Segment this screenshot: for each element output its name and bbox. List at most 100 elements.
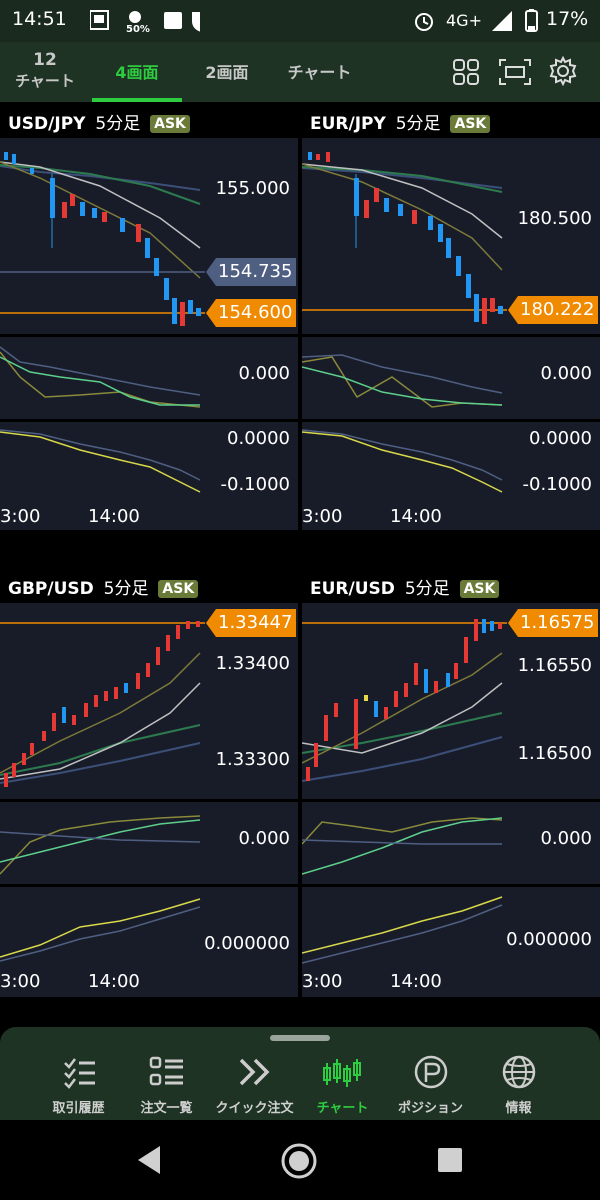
grid-layout-icon[interactable] [452,58,480,86]
chart-panel-eurjpy[interactable]: EUR/JPY 5分足 ASK [302,102,600,530]
chart-panel-eurusd[interactable]: EUR/USD 5分足 ASK [302,567,600,997]
battery-saver-label: 50% [126,24,150,35]
price-pane[interactable]: 180.500 180.222 [302,138,600,334]
price-pane[interactable]: 155.000 154.735 154.600 [0,138,298,334]
nav-label: 注文一覧 [140,1101,193,1116]
indicator-pane-1[interactable]: 0.000 [0,802,298,884]
system-navigation-bar [0,1120,600,1200]
time-axis-label: 3:00 [302,506,343,527]
price-tag: 154.735 [206,258,297,286]
ask-badge: ASK [459,580,500,598]
drag-handle[interactable] [270,1035,330,1041]
price-axis-label: 1.33300 [215,749,290,770]
status-time: 14:51 [12,8,67,30]
ask-badge: ASK [158,580,199,598]
active-tab-indicator [92,98,182,102]
order-list-icon [149,1056,183,1086]
current-price-tag: 180.222 [508,296,599,324]
chart-panel-gbpusd[interactable]: GBP/USD 5分足 ASK [0,567,298,997]
nav-info[interactable]: 情報 [476,1055,561,1116]
nav-order-list[interactable]: 注文一覧 [124,1055,209,1116]
screenshot-icon[interactable] [498,58,532,86]
nav-trade-history[interactable]: 取引履歴 [36,1055,121,1116]
candlestick-chart [302,152,507,324]
indicator-chart-1 [302,817,503,875]
pair-title: EUR/USD 5分足 ASK [310,574,500,599]
pair-title: GBP/USD 5分足 ASK [8,574,199,599]
indicator-axis-label: 0.000000 [506,929,592,950]
timeframe-label: 5分足 [395,114,441,134]
indicator-chart-2 [0,429,201,493]
nav-position[interactable]: ポジション [388,1055,473,1116]
indicator-pane-2[interactable]: 0.0000 -0.1000 3:00 14:00 [0,422,298,530]
home-icon[interactable] [280,1142,318,1180]
nav-label: クイック注文 [215,1101,294,1116]
indicator-axis-label: 0.000 [540,828,592,849]
indicator-chart-1 [302,354,503,408]
chart-panel-usdjpy[interactable]: USD/JPY 5分足 ASK [0,102,298,530]
indicator-axis-label: 0.000000 [204,933,290,954]
indicator-pane-2[interactable]: 0.000000 3:00 14:00 [302,887,600,997]
recents-icon[interactable] [436,1146,464,1174]
tab-chart-12[interactable]: 12 チャート [0,42,90,102]
candles [4,152,201,326]
price-axis-label: 155.000 [215,178,290,199]
network-type: 4G+ [446,11,482,30]
trade-history-icon [63,1058,95,1089]
timeframe-label: 5分足 [404,579,450,599]
timeframe-label: 5分足 [95,114,141,134]
indicator-pane-2[interactable]: 0.000000 3:00 14:00 [0,887,298,997]
tab-chart[interactable]: チャート [272,42,367,102]
current-price-tag: 1.16575 [508,609,599,637]
ask-badge: ASK [450,115,491,133]
price-axis-label: 1.33400 [215,653,290,674]
indicator-axis-label-top: 0.0000 [227,428,290,449]
pair-name: EUR/USD [310,579,395,599]
bottom-navigation: 取引履歴 注文一覧 クイック注文 チャート [0,1027,600,1120]
indicator-chart-2 [302,896,503,964]
tab-4-screen[interactable]: 4画面 [92,42,182,102]
panel-header: GBP/USD 5分足 ASK [0,567,298,603]
pair-title: USD/JPY 5分足 ASK [8,109,190,134]
panel-header: USD/JPY 5分足 ASK [0,102,298,138]
indicator-pane-2[interactable]: 0.0000 -0.1000 3:00 14:00 [302,422,600,530]
indicator-pane-1[interactable]: 0.000 [302,337,600,419]
alarm-icon [415,13,433,31]
indicator-axis-label-bottom: -0.1000 [220,474,290,495]
candles [308,152,503,324]
time-axis-label: 14:00 [390,971,442,992]
settings-gear-icon[interactable] [548,56,578,86]
time-axis-label: 14:00 [88,971,140,992]
tab-label: 4画面 [115,63,159,82]
indicator-chart-1 [0,346,201,408]
pair-name: USD/JPY [8,114,86,134]
candlestick-chart [0,621,205,787]
price-pane[interactable]: 1.16575 1.16550 1.16500 [302,603,600,799]
candlestick-chart [0,152,205,326]
indicator-chart-1 [0,815,201,875]
price-axis-label: 180.500 [517,208,592,229]
status-bar: 14:51 50% 4G+ 17% [0,0,600,42]
indicator-axis-label: 0.000 [238,828,290,849]
tab-2-screen[interactable]: 2画面 [182,42,272,102]
indicator-pane-1[interactable]: 0.000 [0,337,298,419]
indicator-pane-1[interactable]: 0.000 [302,802,600,884]
tab-label: チャート [287,63,352,82]
quick-order-icon [239,1058,269,1086]
top-tab-bar: 12 チャート 4画面 2画面 チャート [0,42,600,102]
time-axis-label: 3:00 [0,971,41,992]
nav-label: ポジション [397,1101,463,1116]
ask-badge: ASK [150,115,190,133]
back-icon[interactable] [134,1144,164,1176]
nav-chart[interactable]: チャート [300,1055,385,1116]
panel-header: EUR/JPY 5分足 ASK [302,102,600,138]
time-axis-label: 3:00 [302,971,343,992]
price-axis-label: 1.16500 [517,743,592,764]
nav-quick-order[interactable]: クイック注文 [212,1055,297,1116]
indicator-axis-label: 0.000 [540,363,592,384]
panel-header: EUR/USD 5分足 ASK [302,567,600,603]
signal-icon [492,11,512,31]
battery-percent: 17% [546,8,589,30]
price-pane[interactable]: 1.33447 1.33400 1.33300 [0,603,298,799]
current-price-tag: 154.600 [206,299,297,327]
